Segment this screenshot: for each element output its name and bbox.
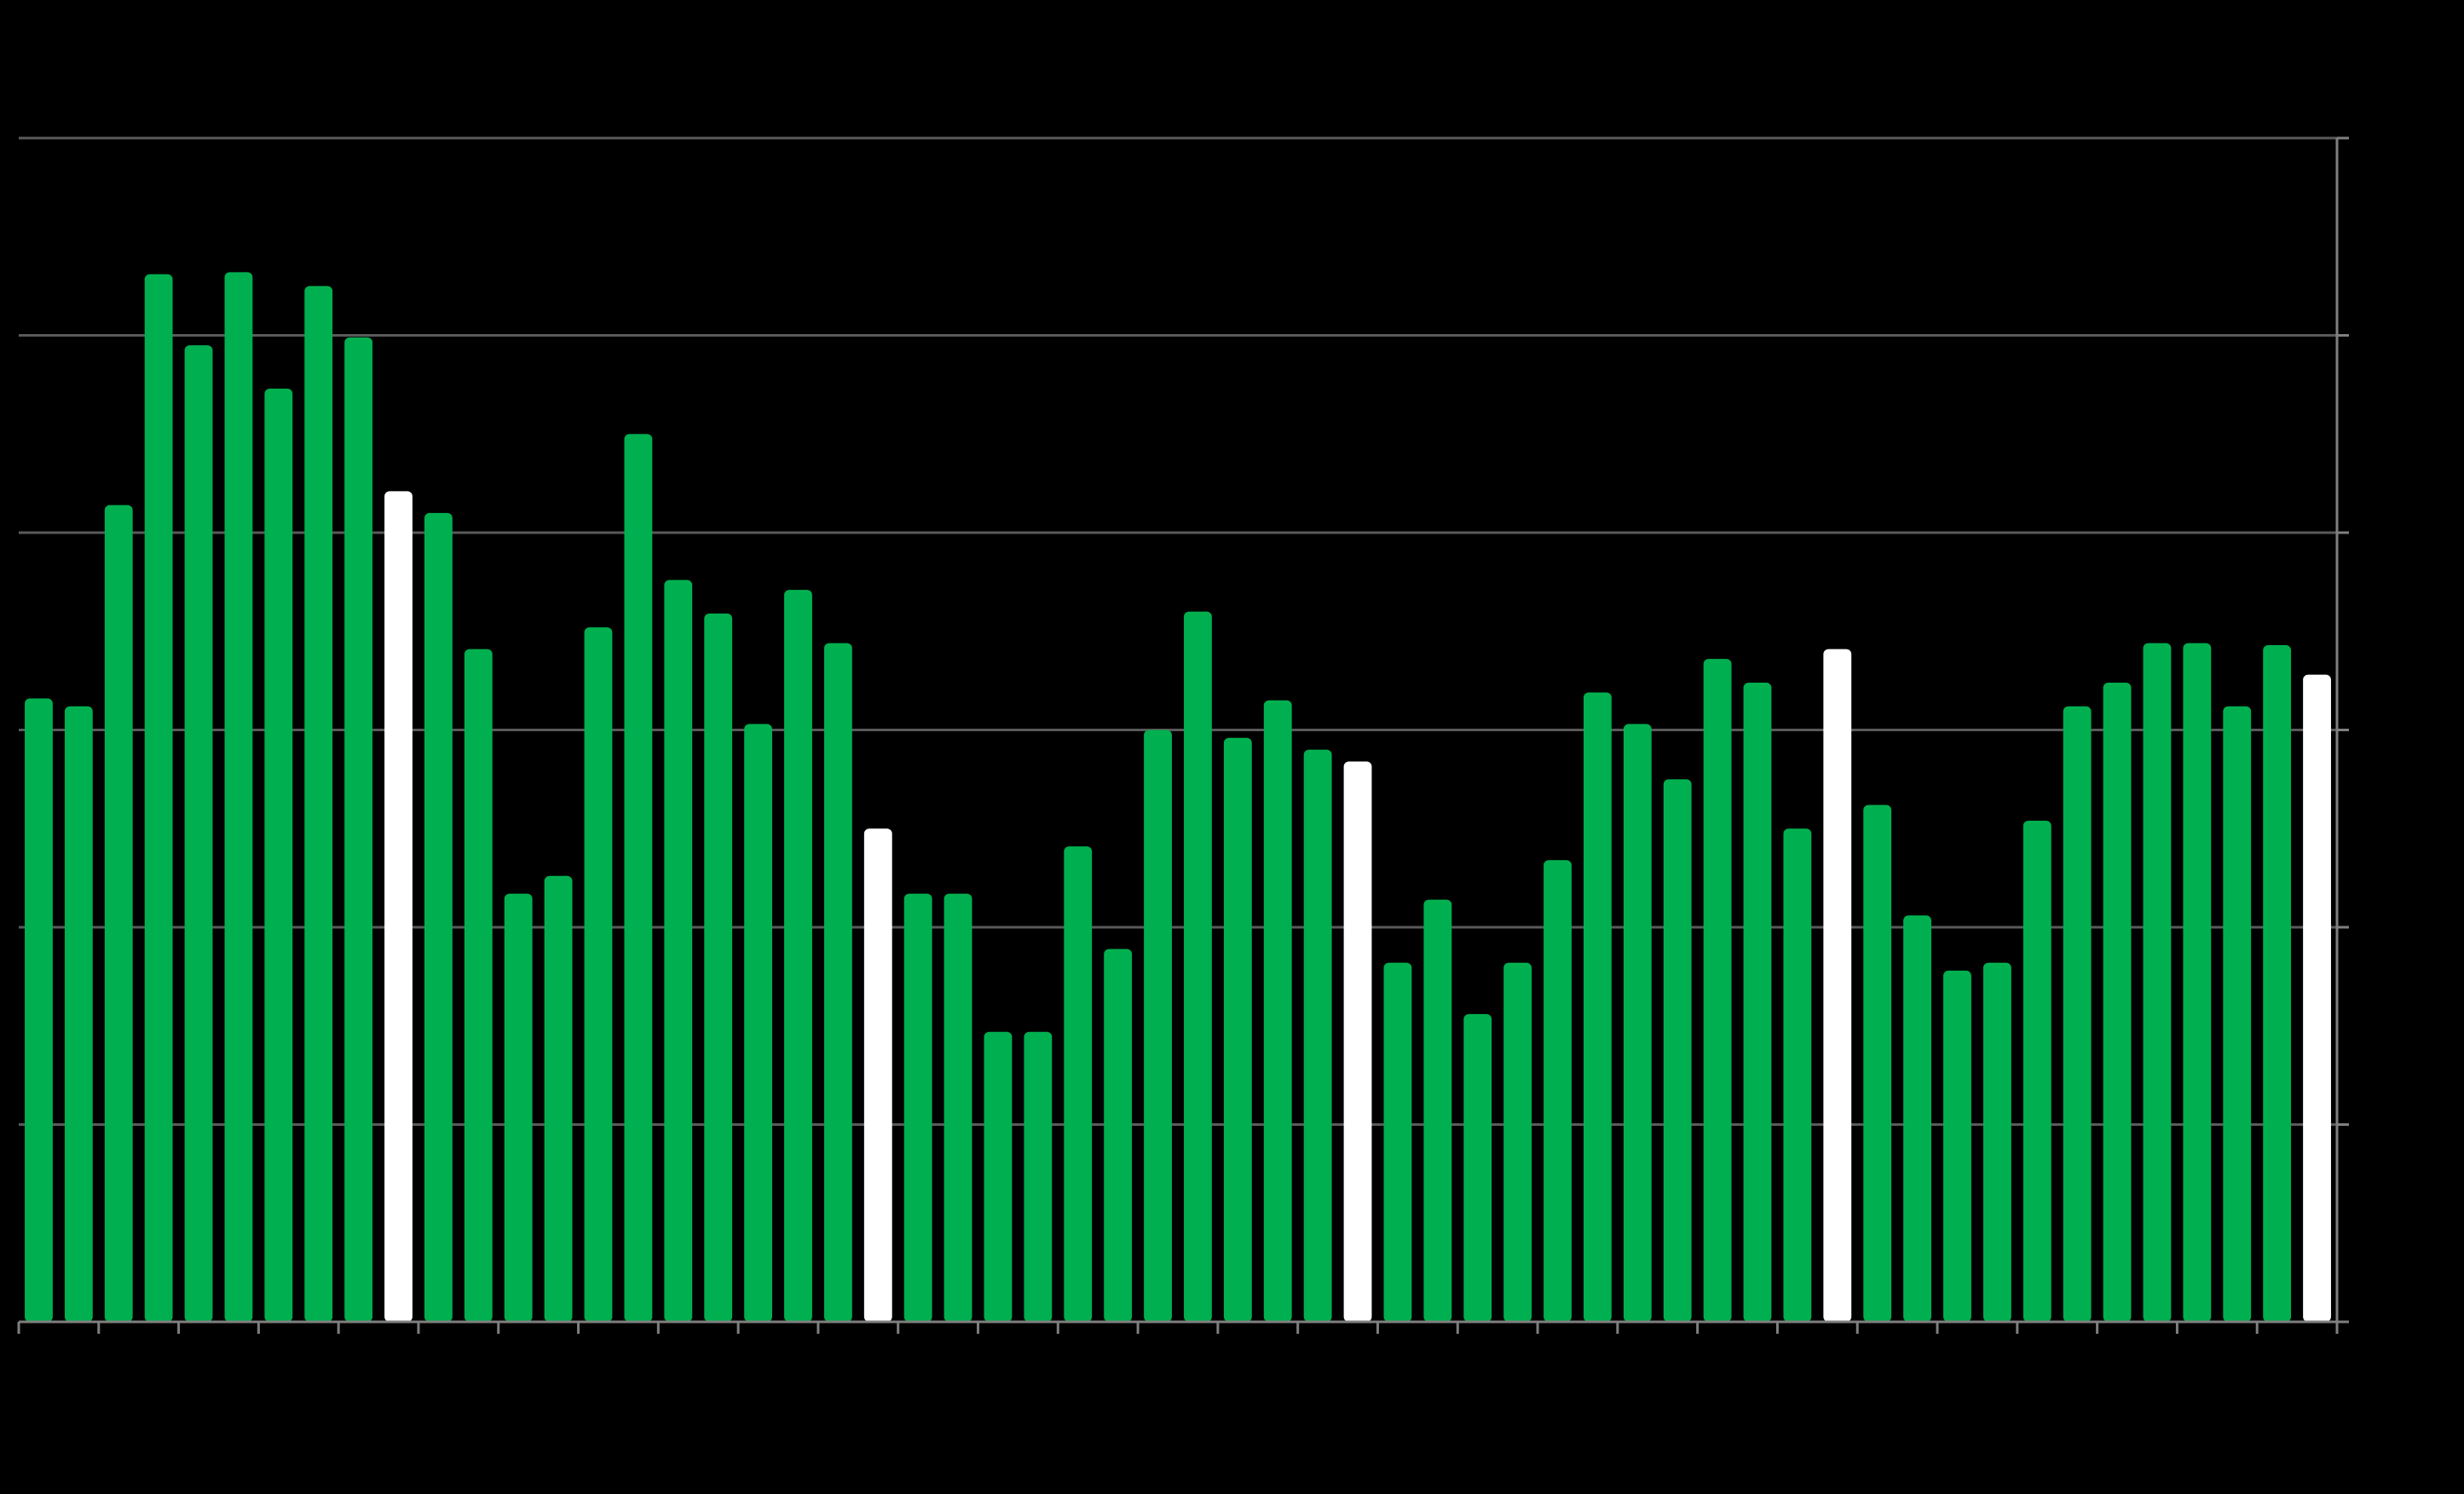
bar	[584, 627, 613, 1322]
bar	[1544, 860, 1572, 1322]
bar	[344, 337, 373, 1323]
bar	[1783, 828, 1812, 1322]
bar	[1463, 1013, 1492, 1322]
bar	[2063, 706, 2092, 1322]
bar	[1104, 949, 1133, 1322]
bar	[744, 724, 772, 1322]
bar	[903, 893, 932, 1322]
bar	[1064, 846, 1093, 1322]
bar	[104, 505, 133, 1322]
bar	[1943, 970, 1971, 1322]
bar	[1383, 962, 1412, 1322]
bar	[2263, 644, 2292, 1322]
bar	[984, 1031, 1013, 1322]
bar	[2303, 674, 2331, 1322]
bar	[863, 828, 892, 1322]
bar	[504, 893, 533, 1322]
bar	[1584, 692, 1612, 1322]
bar	[624, 434, 653, 1322]
bar	[664, 580, 693, 1322]
bar	[1863, 805, 1892, 1322]
bar	[264, 389, 293, 1322]
bar	[2023, 820, 2051, 1322]
bar	[2223, 706, 2252, 1322]
bar	[464, 649, 493, 1322]
bar	[1663, 779, 1692, 1322]
bar	[943, 893, 972, 1322]
bar	[384, 491, 413, 1322]
bar	[144, 274, 173, 1322]
bar	[1743, 682, 1772, 1322]
bar	[424, 512, 453, 1322]
bar	[1982, 962, 2011, 1322]
bar	[1223, 737, 1252, 1322]
bar	[304, 286, 333, 1322]
bar	[2183, 643, 2212, 1322]
bar	[2143, 643, 2172, 1322]
bar	[1024, 1031, 1053, 1322]
bar	[1144, 730, 1172, 1322]
bar	[544, 875, 573, 1322]
bar	[1303, 749, 1332, 1322]
bar	[1823, 649, 1852, 1322]
bar	[25, 698, 53, 1322]
bar	[1623, 724, 1652, 1322]
bar	[784, 590, 812, 1322]
bar	[1423, 899, 1452, 1322]
bar	[1263, 700, 1292, 1322]
bar	[1343, 761, 1372, 1322]
bar	[184, 345, 213, 1323]
bar	[224, 272, 253, 1322]
bar	[1503, 962, 1532, 1322]
bar	[1184, 611, 1212, 1322]
bar	[704, 613, 733, 1322]
bar	[1903, 915, 1931, 1322]
bar	[1703, 659, 1732, 1322]
bar	[823, 643, 852, 1322]
bar	[64, 706, 93, 1322]
bar	[2103, 682, 2132, 1322]
